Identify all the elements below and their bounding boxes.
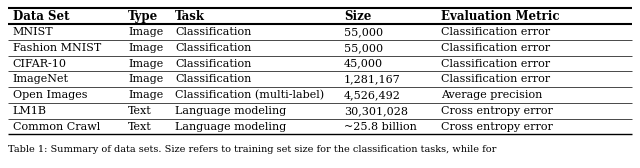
Text: Data Set: Data Set bbox=[13, 10, 69, 23]
Text: Image: Image bbox=[129, 90, 164, 100]
Text: Text: Text bbox=[129, 121, 152, 132]
Text: Classification error: Classification error bbox=[441, 27, 550, 37]
Text: Text: Text bbox=[129, 106, 152, 116]
Text: ImageNet: ImageNet bbox=[13, 74, 69, 84]
Text: Table 1: Summary of data sets. Size refers to training set size for the classifi: Table 1: Summary of data sets. Size refe… bbox=[8, 145, 496, 154]
Text: 1,281,167: 1,281,167 bbox=[344, 74, 401, 84]
Text: Classification: Classification bbox=[175, 43, 252, 53]
Text: Classification error: Classification error bbox=[441, 58, 550, 69]
Text: Cross entropy error: Cross entropy error bbox=[441, 121, 552, 132]
Text: Image: Image bbox=[129, 43, 164, 53]
Text: Size: Size bbox=[344, 10, 371, 23]
Text: 55,000: 55,000 bbox=[344, 43, 383, 53]
Text: ~25.8 billion: ~25.8 billion bbox=[344, 121, 417, 132]
Text: Open Images: Open Images bbox=[13, 90, 87, 100]
Text: Language modeling: Language modeling bbox=[175, 121, 287, 132]
Text: Classification: Classification bbox=[175, 27, 252, 37]
Text: Image: Image bbox=[129, 58, 164, 69]
Text: 45,000: 45,000 bbox=[344, 58, 383, 69]
Text: Average precision: Average precision bbox=[441, 90, 542, 100]
Text: 4,526,492: 4,526,492 bbox=[344, 90, 401, 100]
Text: Evaluation Metric: Evaluation Metric bbox=[441, 10, 559, 23]
Text: Fashion MNIST: Fashion MNIST bbox=[13, 43, 101, 53]
Text: Cross entropy error: Cross entropy error bbox=[441, 106, 552, 116]
Text: Classification: Classification bbox=[175, 58, 252, 69]
Text: Language modeling: Language modeling bbox=[175, 106, 287, 116]
Text: Common Crawl: Common Crawl bbox=[13, 121, 100, 132]
Text: LM1B: LM1B bbox=[13, 106, 47, 116]
Text: Type: Type bbox=[129, 10, 159, 23]
Text: CIFAR-10: CIFAR-10 bbox=[13, 58, 67, 69]
Text: Image: Image bbox=[129, 74, 164, 84]
Text: MNIST: MNIST bbox=[13, 27, 53, 37]
Text: 30,301,028: 30,301,028 bbox=[344, 106, 408, 116]
Text: Classification: Classification bbox=[175, 74, 252, 84]
Text: Classification (multi-label): Classification (multi-label) bbox=[175, 90, 324, 100]
Text: Classification error: Classification error bbox=[441, 43, 550, 53]
Text: 55,000: 55,000 bbox=[344, 27, 383, 37]
Text: Task: Task bbox=[175, 10, 205, 23]
Text: Image: Image bbox=[129, 27, 164, 37]
Text: Classification error: Classification error bbox=[441, 74, 550, 84]
